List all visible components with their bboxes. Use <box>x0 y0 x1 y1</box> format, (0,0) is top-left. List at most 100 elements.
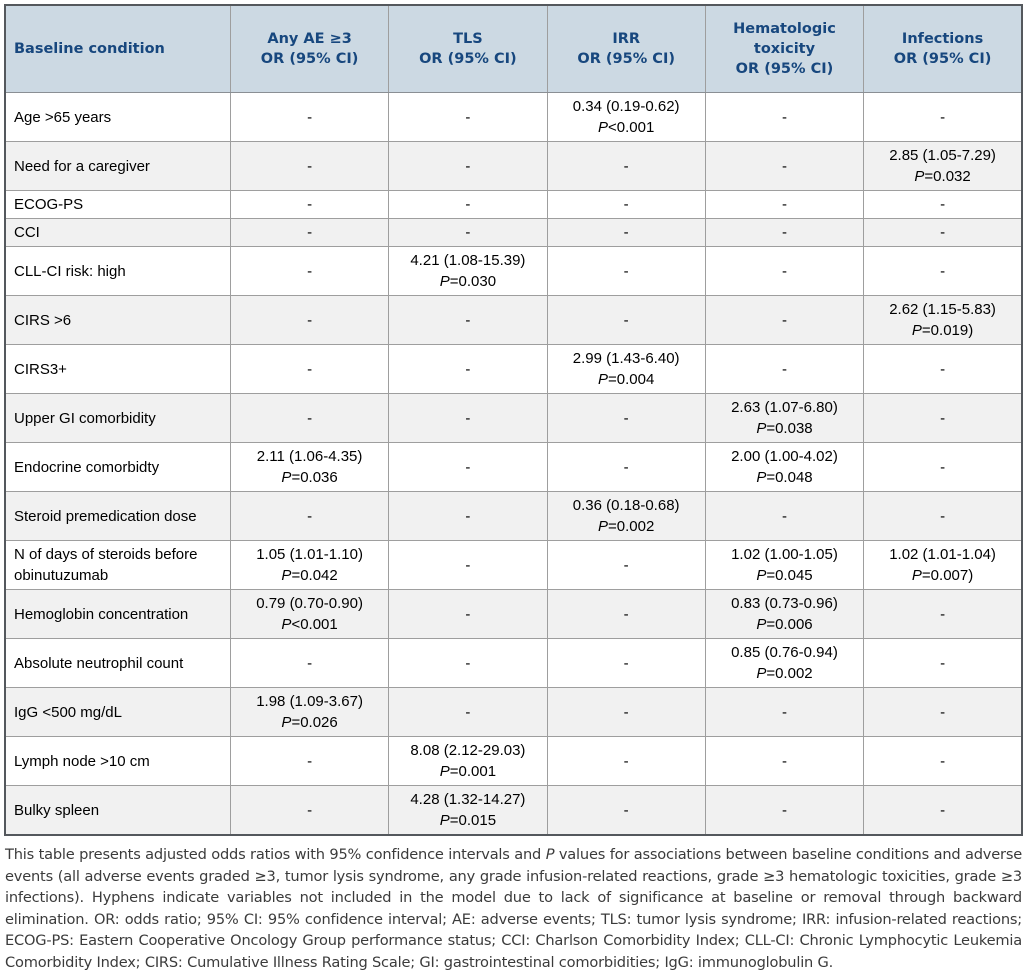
p-value: P=0.030 <box>439 273 497 290</box>
p-value: P=0.002 <box>756 665 813 682</box>
value-cell: - <box>704 218 865 247</box>
table-header: Baseline condition Any AE ≥3 OR (95% CI)… <box>4 4 1023 93</box>
or-value: 1.02 (1.01-1.04) <box>889 546 996 563</box>
condition-cell: Upper GI comorbidity <box>4 393 231 443</box>
value-cell: - <box>388 295 548 345</box>
value-cell: 1.05 (1.01-1.10) P=0.042 <box>229 540 390 590</box>
p-value: P=0.036 <box>281 469 338 486</box>
p-value: P=0.042 <box>281 567 338 584</box>
p-value: P=0.015 <box>439 812 497 829</box>
value-cell: - <box>229 344 390 394</box>
value-cell: 2.63 (1.07-6.80) P=0.038 <box>704 393 865 443</box>
value-cell: - <box>229 246 390 296</box>
value-cell: - <box>388 393 548 443</box>
value-cell: 1.02 (1.00-1.05) P=0.045 <box>704 540 865 590</box>
table-row: ECOG-PS - - - - - <box>4 190 1023 219</box>
value-cell: - <box>229 190 390 219</box>
header-irr: IRR OR (95% CI) <box>546 4 706 93</box>
value-cell: 1.98 (1.09-3.67) P=0.026 <box>229 687 390 737</box>
condition-cell: Age >65 years <box>4 92 231 142</box>
p-value: P=0.007) <box>911 567 974 584</box>
table-row: Absolute neutrophil count - - -0.85 (0.76-0… <box>4 638 1023 688</box>
value-cell: - <box>704 141 865 191</box>
condition-cell: N of days of steroids before obinutuzuma… <box>4 540 231 590</box>
p-value: P=0.002 <box>598 518 655 535</box>
value-cell: - <box>704 687 865 737</box>
value-cell: 0.34 (0.19-0.62) P<0.001 <box>546 92 706 142</box>
table-row: CCI - - - - - <box>4 218 1023 247</box>
value-cell: - <box>863 638 1023 688</box>
header-baseline-condition: Baseline condition <box>4 4 231 93</box>
condition-cell: CLL-CI risk: high <box>4 246 231 296</box>
value-cell: 2.00 (1.00-4.02) P=0.048 <box>704 442 865 492</box>
header-tls: TLS OR (95% CI) <box>388 4 548 93</box>
value-cell: - <box>704 491 865 541</box>
condition-cell: Endocrine comorbidty <box>4 442 231 492</box>
table-row: Upper GI comorbidity - - -2.63 (1.07-6.80) P… <box>4 393 1023 443</box>
condition-cell: Lymph node >10 cm <box>4 736 231 786</box>
value-cell: - <box>863 92 1023 142</box>
value-cell: 2.11 (1.06-4.35) P=0.036 <box>229 442 390 492</box>
value-cell: - <box>546 295 706 345</box>
value-cell: 0.83 (0.73-0.96) P=0.006 <box>704 589 865 639</box>
value-cell: 0.85 (0.76-0.94) P=0.002 <box>704 638 865 688</box>
p-value: P=0.026 <box>281 714 338 731</box>
table-row: CIRS >6- - - -2.62 (1.15-5.83) P=0.019) <box>4 295 1023 345</box>
condition-cell: CCI <box>4 218 231 247</box>
footnote-p-italic: P <box>545 846 555 863</box>
value-cell: - <box>704 92 865 142</box>
table-row: Lymph node >10 cm -8.08 (2.12-29.03) P=0.0… <box>4 736 1023 786</box>
value-cell: - <box>704 344 865 394</box>
header-infections: Infections OR (95% CI) <box>863 4 1023 93</box>
table-row: Steroid premedication dose - -0.36 (0.18-0… <box>4 491 1023 541</box>
table-row: IgG <500 mg/dL 1.98 (1.09-3.67) P=0.026- - -… <box>4 687 1023 737</box>
value-cell: - <box>546 589 706 639</box>
p-value: P=0.019) <box>911 322 974 339</box>
value-cell: - <box>863 736 1023 786</box>
value-cell: - <box>229 393 390 443</box>
value-cell: - <box>546 638 706 688</box>
p-value: P<0.001 <box>598 119 655 136</box>
value-cell: - <box>546 246 706 296</box>
value-cell: - <box>388 491 548 541</box>
condition-cell: CIRS >6 <box>4 295 231 345</box>
table-footnote: This table presents adjusted odds ratios… <box>5 844 1022 973</box>
p-value: P=0.001 <box>439 763 497 780</box>
value-cell: - <box>229 295 390 345</box>
value-cell: - <box>704 785 865 836</box>
or-value: 2.85 (1.05-7.29) <box>889 147 996 164</box>
value-cell: - <box>863 344 1023 394</box>
table-row: Hemoglobin concentration 0.79 (0.70-0.90)… <box>4 589 1023 639</box>
value-cell: 4.28 (1.32-14.27) P=0.015 <box>388 785 548 836</box>
p-value: P=0.048 <box>756 469 813 486</box>
or-value: 8.08 (2.12-29.03) <box>410 742 526 759</box>
value-cell: 4.21 (1.08-15.39) P=0.030 <box>388 246 548 296</box>
footnote-text-post: values for associations between baseline… <box>5 846 1023 971</box>
table-row: CLL-CI risk: high -4.21 (1.08-15.39) P=0.0… <box>4 246 1023 296</box>
value-cell: 2.99 (1.43-6.40) P=0.004 <box>546 344 706 394</box>
value-cell: - <box>546 442 706 492</box>
or-value: 2.99 (1.43-6.40) <box>572 350 680 367</box>
p-value: P=0.038 <box>756 420 813 437</box>
value-cell: - <box>863 589 1023 639</box>
or-value: 1.05 (1.01-1.10) <box>256 546 363 563</box>
or-value: 4.21 (1.08-15.39) <box>410 252 526 269</box>
value-cell: - <box>546 687 706 737</box>
value-cell: 8.08 (2.12-29.03) P=0.001 <box>388 736 548 786</box>
value-cell: - <box>229 736 390 786</box>
table-row: CIRS3+ - -2.99 (1.43-6.40) P=0.004- - <box>4 344 1023 394</box>
condition-cell: Absolute neutrophil count <box>4 638 231 688</box>
value-cell: - <box>388 589 548 639</box>
or-value: 2.11 (1.06-4.35) <box>256 448 363 465</box>
value-cell: - <box>388 190 548 219</box>
or-value: 4.28 (1.32-14.27) <box>410 791 526 808</box>
or-value: 0.36 (0.18-0.68) <box>572 497 680 514</box>
value-cell: - <box>704 190 865 219</box>
condition-cell: Need for a caregiver <box>4 141 231 191</box>
or-value: 0.79 (0.70-0.90) <box>256 595 363 612</box>
header-hematologic-toxicity: Hematologic toxicity OR (95% CI) <box>704 4 865 93</box>
value-cell: - <box>863 785 1023 836</box>
header-row: Baseline condition Any AE ≥3 OR (95% CI)… <box>4 4 1023 93</box>
value-cell: 0.36 (0.18-0.68) P=0.002 <box>546 491 706 541</box>
table-row: Endocrine comorbidty 2.11 (1.06-4.35) P=0.… <box>4 442 1023 492</box>
